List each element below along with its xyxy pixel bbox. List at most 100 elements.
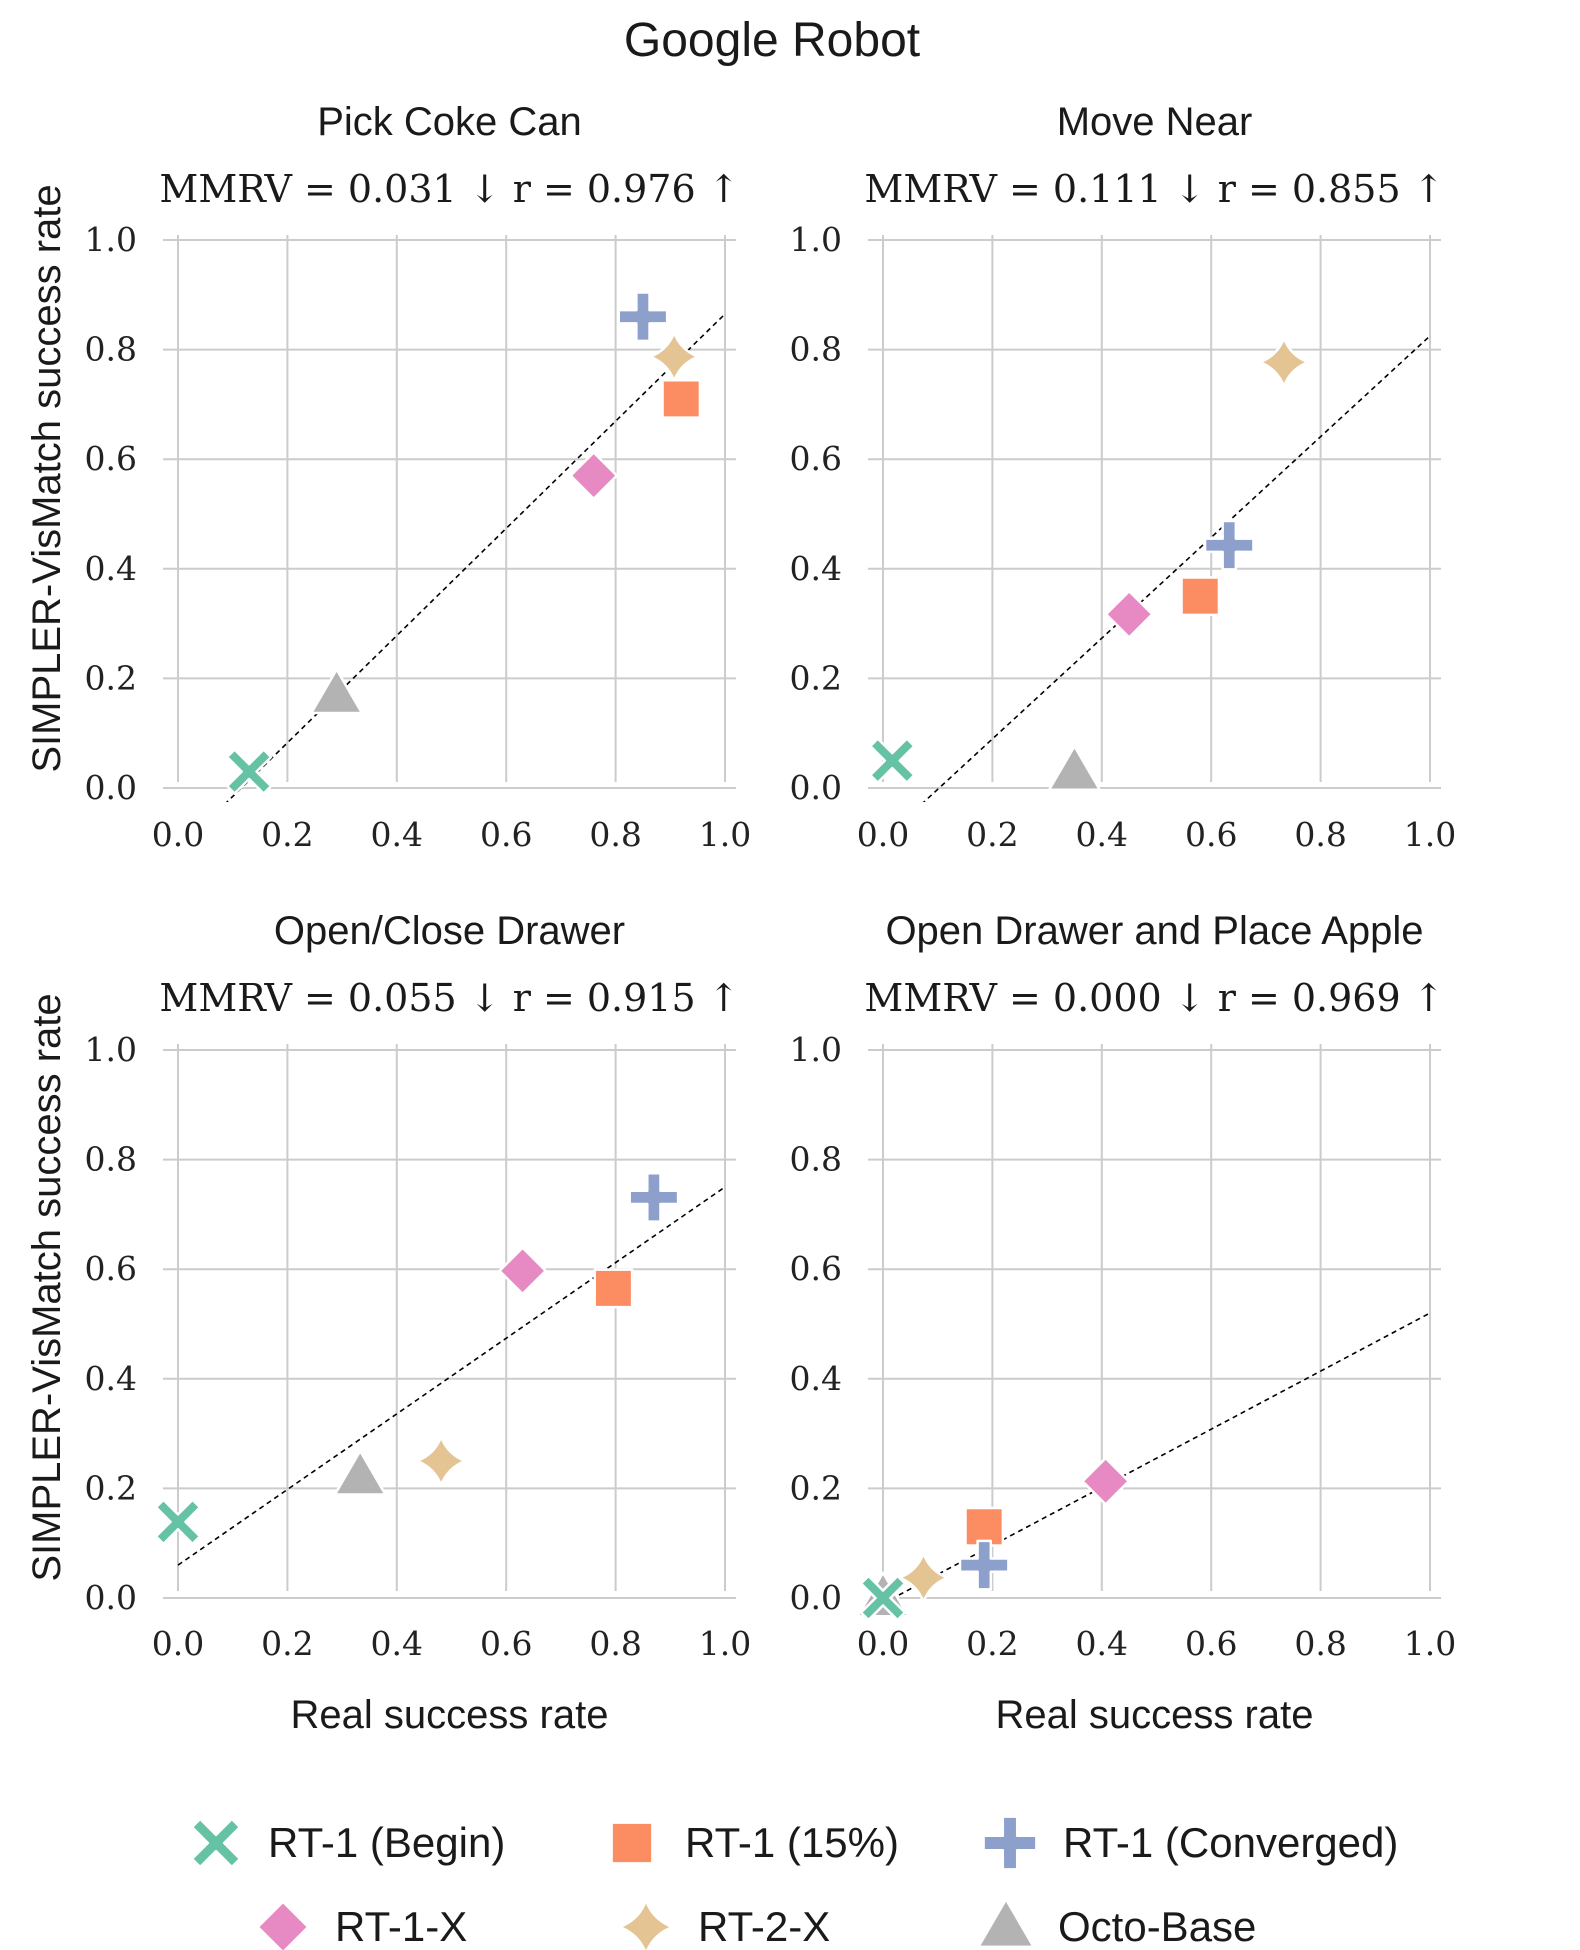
subplot-metrics: MMRV = 0.031 ↓ r = 0.976 ↑ [159,167,739,211]
y-tick-label: 1.0 [790,1030,842,1069]
y-tick-label: 0.6 [790,439,842,478]
y-tick-label: 0.4 [790,1359,842,1398]
y-axis-label: SIMPLER-VisMatch success rate [25,184,69,772]
y-tick-label: 0.8 [85,1140,137,1179]
x-tick-label: 0.6 [1185,1624,1237,1663]
y-tick-label: 0.2 [790,658,842,697]
square-icon [610,1821,654,1865]
point-rt-1-converged [628,1171,680,1223]
legend-label: RT-1 (Converged) [1063,1819,1398,1866]
point-rt-2-x [648,331,700,383]
point-rt-1-converged [617,291,669,343]
y-tick-label: 0.8 [790,330,842,369]
x-axis-label: Real success rate [996,1693,1314,1737]
y-tick-label: 0.8 [85,330,137,369]
legend-entry-octo-base: Octo-Base [977,1898,1256,1950]
point-rt-1-15 [1180,576,1221,617]
triangle-icon [977,1898,1035,1949]
legend-label: RT-1 (15%) [685,1819,899,1866]
x-tick-label: 0.2 [261,1624,313,1663]
y-tick-label: 0.4 [85,549,137,588]
point-rt-1-15 [593,1268,634,1309]
subplot-title: Open/Close Drawer [274,909,625,953]
y-tick-label: 0.6 [790,1249,842,1288]
x-tick-label: 0.2 [966,815,1018,854]
y-tick-label: 0.4 [790,549,842,588]
y-tick-label: 1.0 [790,220,842,259]
x-icon [190,1817,242,1869]
x-tick-label: 0.4 [1076,815,1128,854]
point-rt-1-begin [225,748,273,795]
grid [868,235,1441,789]
legend-entry-rt-1-converged: RT-1 (Converged) [982,1815,1398,1871]
star4-icon [618,1899,674,1950]
point-rt-2-x [415,1435,467,1487]
plus-icon [982,1815,1038,1871]
subplot-title: Move Near [1057,100,1253,144]
x-tick-label: 0.0 [152,1624,204,1663]
y-tick-label: 0.0 [85,768,137,807]
y-tick-label: 0.2 [85,658,137,697]
y-tick-label: 0.0 [790,768,842,807]
subplot-metrics: MMRV = 0.111 ↓ r = 0.855 ↑ [864,167,1444,211]
subplot-metrics: MMRV = 0.000 ↓ r = 0.969 ↑ [864,976,1444,1020]
fit-line [882,1312,1431,1605]
point-rt-2-x [898,1552,949,1604]
fit-line [922,335,1431,802]
legend-label: Octo-Base [1058,1903,1256,1950]
subplot-pick-coke-can: 0.0 0.2 0.4 0.6 0.8 1.0 0.0 0.2 0.4 0.6 0.8 1.0 Pick… [25,100,751,854]
fit-line [225,313,726,802]
x-tick-label: 0.4 [371,815,423,854]
x-tick-label: 0.6 [1185,815,1237,854]
subplots: 0.0 0.2 0.4 0.6 0.8 1.0 0.0 0.2 0.4 0.6 0.8 1.0 Pick… [25,100,1456,1737]
x-tick-label: 1.0 [699,1624,751,1663]
subplot-open-close-drawer: 0.0 0.2 0.4 0.6 0.8 1.0 0.0 0.2 0.4 0.6 0.8 1.0 Open… [25,909,751,1737]
y-tick-label: 0.2 [790,1468,842,1507]
x-tick-label: 0.8 [589,1624,641,1663]
x-tick-label: 0.2 [261,815,313,854]
legend-entry-rt-1-15: RT-1 (15%) [610,1819,899,1866]
y-tick-label: 0.4 [85,1359,137,1398]
x-tick-label: 1.0 [1404,1624,1456,1663]
point-octo-base [310,668,364,715]
subplot-title: Open Drawer and Place Apple [885,909,1423,953]
x-tick-label: 0.4 [1076,1624,1128,1663]
point-rt-1-begin [869,737,916,784]
figure-title: Google Robot [624,14,920,67]
x-tick-label: 0.8 [1294,815,1346,854]
point-rt-1-begin [154,1498,202,1546]
grid [163,1044,736,1599]
point-rt-1-x [498,1246,547,1296]
y-tick-label: 0.0 [85,1578,137,1617]
legend-label: RT-2-X [698,1903,830,1950]
x-tick-label: 0.2 [966,1624,1018,1663]
y-tick-label: 0.6 [85,439,137,478]
point-rt-1-converged [1203,519,1255,571]
legend-label: RT-1 (Begin) [268,1819,505,1866]
subplot-title: Pick Coke Can [317,100,582,144]
x-tick-label: 1.0 [699,815,751,854]
point-rt-1-x [1081,1456,1130,1506]
point-rt-2-x [1258,336,1310,388]
x-tick-label: 0.6 [480,815,532,854]
y-tick-label: 0.2 [85,1468,137,1507]
subplot-open-drawer-and-place-apple: 0.0 0.2 0.4 0.6 0.8 1.0 0.0 0.2 0.4 0.6 0.8 1.0 Open… [790,909,1457,1737]
fit-line [177,1186,726,1566]
x-tick-label: 0.0 [857,815,909,854]
point-octo-base [333,1449,387,1496]
point-rt-1-15 [661,378,702,419]
legend-entry-rt-1-begin: RT-1 (Begin) [190,1817,505,1869]
legend-entry-rt-2-x: RT-2-X [618,1899,830,1950]
x-tick-label: 0.8 [589,815,641,854]
subplot-move-near: 0.0 0.2 0.4 0.6 0.8 1.0 0.0 0.2 0.4 0.6 0.8 1.0 Move… [790,100,1457,854]
grid [163,235,736,789]
legend: RT-1 (Begin) RT-1 (15%) RT-1 (Converged) RT… [190,1815,1398,1950]
legend-label: RT-1-X [335,1903,467,1950]
point-rt-1-converged [958,1539,1010,1591]
x-tick-label: 0.0 [857,1624,909,1663]
legend-entry-rt-1-x: RT-1-X [256,1900,467,1950]
x-tick-label: 0.8 [1294,1624,1346,1663]
point-rt-1-x [569,451,619,500]
y-tick-label: 1.0 [85,1030,137,1069]
